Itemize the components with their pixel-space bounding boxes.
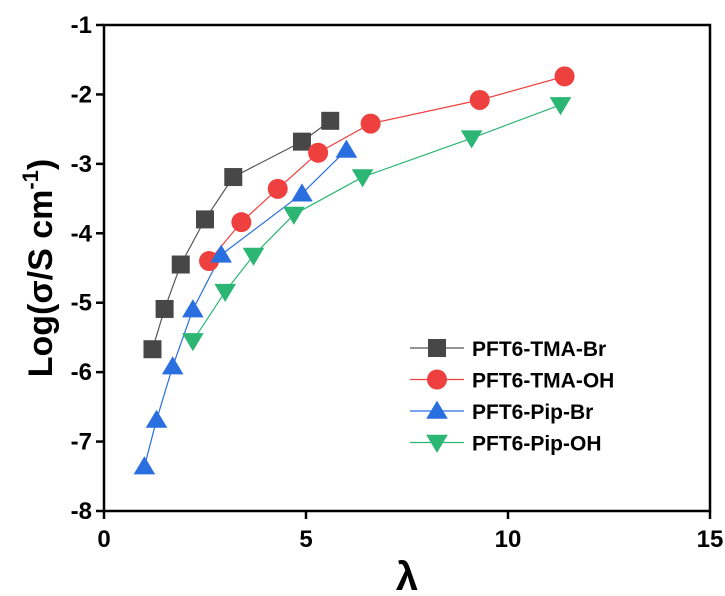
data-point [182, 299, 204, 318]
y-tick-label: -2 [71, 81, 92, 108]
legend-label: PFT6-TMA-OH [472, 370, 614, 393]
data-point [321, 111, 340, 130]
data-point [214, 283, 236, 302]
data-point [267, 178, 288, 199]
y-tick-label: -6 [71, 359, 92, 386]
data-point [145, 409, 168, 428]
data-point [171, 255, 190, 274]
legend-label: PFT6-Pip-Br [472, 401, 593, 424]
legend-marker [428, 339, 446, 357]
data-point [554, 66, 575, 87]
y-tick-label: -5 [71, 290, 92, 317]
legend: PFT6-TMA-Br PFT6-TMA-OH PFT6-Pip-Br PFT6-Pi… [410, 338, 614, 456]
data-point [308, 142, 329, 163]
data-point [469, 89, 490, 110]
data-point [133, 456, 156, 475]
series-markers [133, 66, 575, 475]
x-axis-title: λ [396, 555, 418, 596]
y-axis: -8 -7 -6 -5 -4 -3 -2 -1 [71, 12, 104, 525]
y-tick-label: -1 [71, 12, 92, 39]
data-point [196, 210, 214, 229]
y-axis-title-main: Log(σ/S cm [22, 190, 60, 378]
x-axis: 0 5 10 15 [97, 511, 723, 553]
y-tick-label: -7 [71, 429, 92, 456]
series-line-3 [143, 149, 347, 467]
x-tick-label: 0 [97, 526, 110, 553]
data-point [210, 244, 232, 263]
data-point [182, 333, 204, 352]
data-point [155, 299, 174, 318]
y-axis-title-superscript: -1 [18, 170, 43, 190]
data-point [549, 97, 572, 116]
y-axis-title: Log(σ/S cm-1) [18, 159, 60, 378]
data-point [292, 132, 311, 151]
x-tick-label: 5 [299, 526, 312, 553]
data-point [335, 139, 358, 158]
y-tick-label: -4 [71, 220, 93, 247]
y-tick-label: -3 [71, 151, 92, 178]
data-point [242, 247, 265, 266]
data-point [231, 212, 252, 233]
legend-label: PFT6-TMA-Br [472, 338, 606, 361]
data-point [291, 183, 313, 202]
x-tick-label: 15 [697, 526, 724, 553]
data-point [351, 169, 374, 188]
x-tick-label: 10 [495, 526, 522, 553]
data-point [224, 168, 243, 187]
data-point [283, 206, 305, 225]
y-tick-label: -8 [71, 498, 92, 525]
legend-marker [426, 434, 448, 453]
data-point [199, 251, 220, 272]
legend-marker [427, 369, 447, 390]
y-axis-title-close: ) [22, 159, 60, 170]
data-point [161, 356, 184, 375]
data-point [360, 113, 381, 134]
legend-label: PFT6-Pip-OH [472, 433, 602, 456]
plot-frame [102, 23, 712, 513]
data-point [143, 340, 162, 359]
series-line-1 [151, 120, 331, 350]
data-point [460, 130, 483, 149]
legend-marker [426, 400, 448, 419]
